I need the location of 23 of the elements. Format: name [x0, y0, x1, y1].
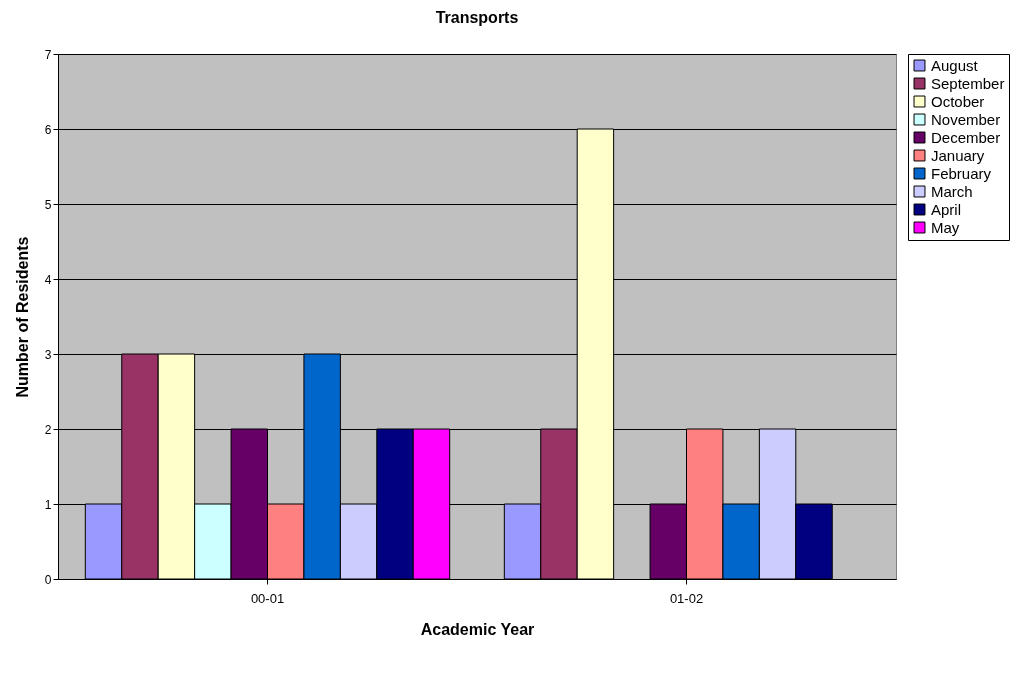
legend-label: March	[931, 182, 973, 200]
y-tick-label: 4	[44, 272, 52, 287]
x-axis-title: Academic Year	[420, 620, 535, 638]
legend-label: May	[931, 218, 960, 236]
y-tick-label: 6	[44, 122, 52, 137]
legend-label: December	[931, 128, 1001, 146]
y-tick-label: 3	[44, 347, 52, 362]
x-tick-label: 00-01	[250, 590, 285, 606]
y-tick-label: 7	[44, 47, 52, 62]
y-tick-label: 0	[44, 572, 52, 587]
legend-label: April	[931, 200, 962, 218]
y-tick-label: 5	[44, 197, 52, 212]
legend-label: August	[931, 56, 979, 74]
legend-label: February	[931, 164, 992, 182]
legend-label: September	[931, 74, 1005, 92]
legend-label: October	[931, 92, 985, 110]
y-tick-label: 2	[44, 422, 52, 437]
y-axis-title: Number of Residents	[13, 236, 31, 398]
legend-label: January	[931, 146, 985, 164]
legend-label: November	[931, 110, 1001, 128]
chart-title: Transports	[435, 9, 519, 26]
y-tick-label: 1	[44, 497, 52, 512]
x-tick-label: 01-02	[669, 590, 704, 606]
